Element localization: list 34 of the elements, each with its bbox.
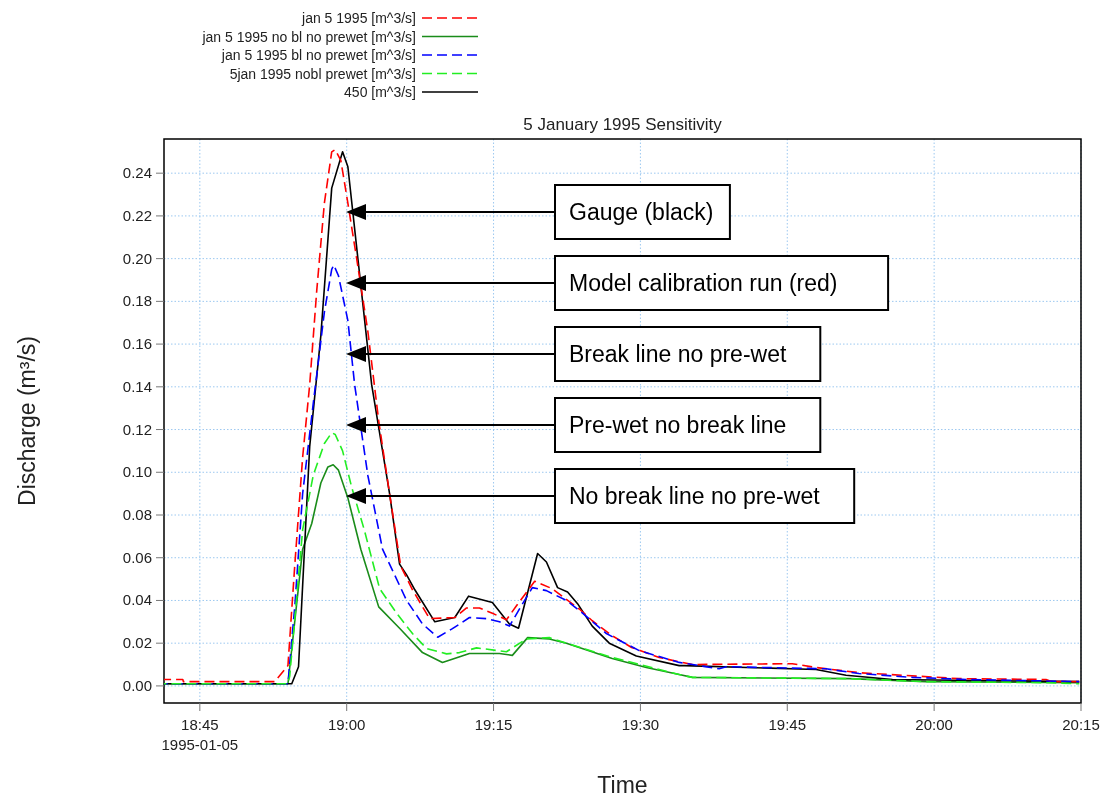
chart-title: 5 January 1995 Sensitivity [523, 115, 723, 134]
x-tick-label: 18:45 1995-01-05 [161, 716, 239, 753]
y-tick-label: 0.02 [122, 634, 152, 652]
x-tick-label: 20:15 [1062, 716, 1100, 733]
x-tick-label: 19:00 [327, 716, 366, 733]
y-tick-label: 0.18 [122, 292, 152, 310]
legend-label: 450 [m^3/s] [344, 84, 416, 100]
y-tick-label: 0.08 [122, 506, 152, 523]
legend-label: 5jan 1995 nobl prewet [m^3/s] [229, 65, 416, 82]
annotation: Gauge (black) [569, 199, 714, 225]
y-tick-label: 0.22 [122, 206, 152, 224]
y-tick-label: 0.24 [122, 164, 152, 182]
annotation: No break line no pre-wet [569, 483, 821, 509]
legend-label: jan 5 1995 bl no prewet [m^3/s] [220, 47, 416, 63]
legend-label: jan 5 1995 no bl no prewet [m^3/s] [201, 28, 416, 45]
x-tick-label: 20:00 [915, 716, 953, 733]
x-tick-label: 19:30 [621, 716, 660, 733]
y-tick-label: 0.10 [122, 463, 152, 481]
line-series [163, 264, 1081, 685]
y-axis-title: Discharge (m³/s) [14, 336, 40, 506]
y-tick-label: 0.16 [122, 335, 152, 353]
y-tick-label: 0.20 [122, 249, 152, 267]
annotation: Model calibration run (red) [569, 270, 838, 296]
annotation: Break line no pre-wet [569, 341, 787, 367]
annotation: Pre-wet no break line [569, 412, 787, 438]
y-tick-label: 0.14 [122, 377, 152, 395]
x-tick-label: 19:15 [474, 716, 513, 733]
y-tick-label: 0.12 [122, 420, 152, 438]
x-axis-title: Time [597, 772, 648, 798]
legend-label: jan 5 1995 [m^3/s] [301, 10, 416, 26]
x-tick-label: 19:45 [768, 716, 807, 733]
y-tick-label: 0.00 [122, 676, 152, 694]
y-tick-label: 0.06 [122, 548, 152, 566]
y-tick-label: 0.04 [122, 591, 152, 609]
